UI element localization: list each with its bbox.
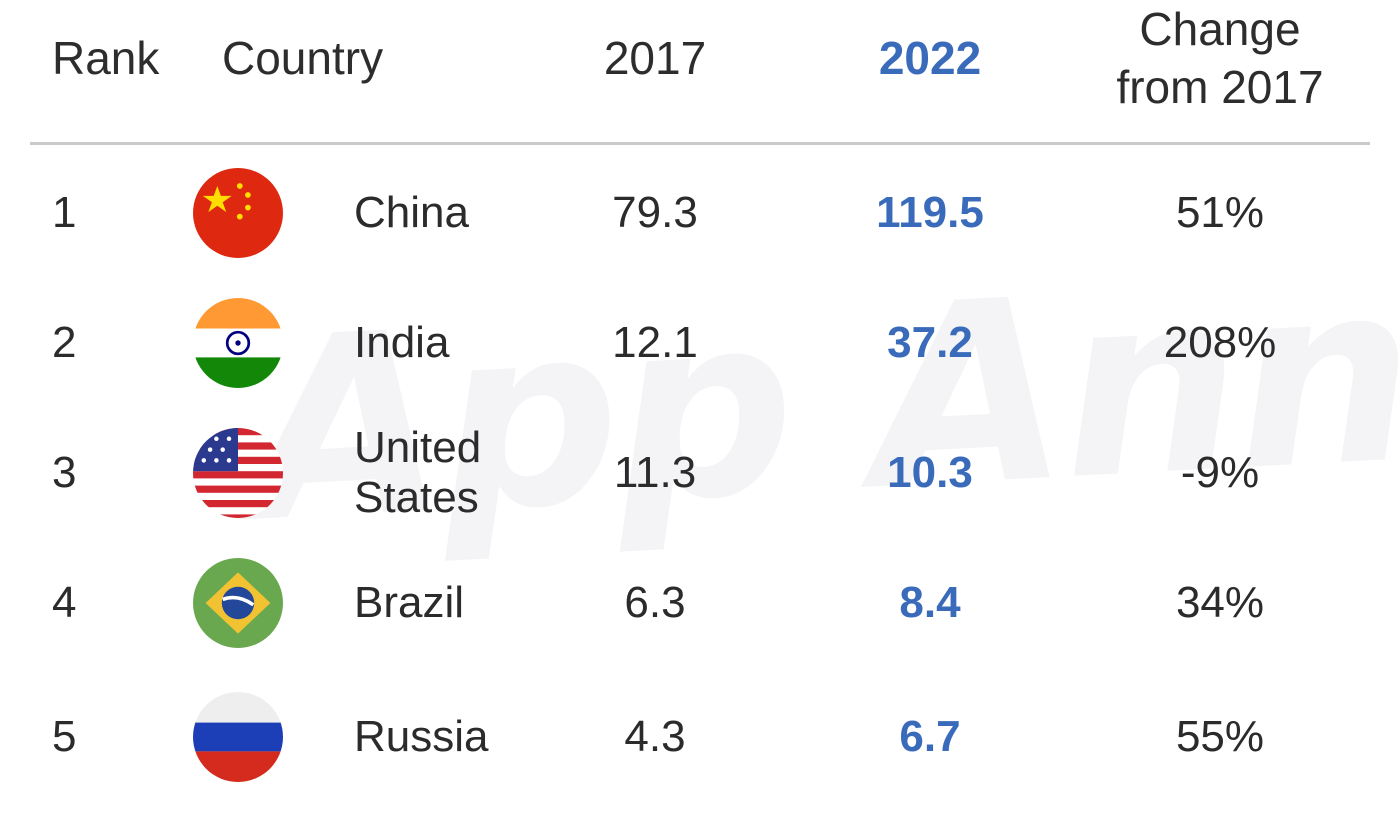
value-2022-cell: 10.3 bbox=[887, 448, 973, 497]
rank-cell: 4 bbox=[52, 578, 77, 627]
header-change: Change from 2017 bbox=[1090, 0, 1350, 116]
brazil-flag-icon bbox=[192, 538, 284, 668]
country-cell: India bbox=[354, 318, 450, 367]
header-country: Country bbox=[222, 32, 384, 84]
country-cell: China bbox=[354, 188, 469, 237]
value-2017-cell: 79.3 bbox=[612, 188, 698, 237]
value-2017-cell: 6.3 bbox=[624, 578, 686, 627]
rank-cell: 1 bbox=[52, 188, 77, 237]
value-2017-cell: 11.3 bbox=[613, 448, 697, 497]
russia-flag-icon bbox=[192, 672, 284, 802]
header-divider bbox=[30, 142, 1370, 145]
value-2022-cell: 37.2 bbox=[887, 318, 973, 367]
usa-flag-icon bbox=[192, 408, 284, 538]
value-2022-cell: 8.4 bbox=[899, 578, 961, 627]
country-line2: States bbox=[354, 473, 479, 522]
rank-cell: 2 bbox=[52, 318, 77, 367]
header-rank: Rank bbox=[52, 32, 160, 84]
china-flag-icon bbox=[192, 148, 284, 278]
rank-cell: 5 bbox=[52, 712, 77, 761]
country-cell: Brazil bbox=[354, 578, 465, 627]
india-flag-icon bbox=[192, 278, 284, 408]
header-2017: 2017 bbox=[603, 32, 707, 84]
country-line1: United bbox=[354, 423, 482, 472]
header-change-line2: from 2017 bbox=[1116, 61, 1324, 113]
value-2017-cell: 12.1 bbox=[612, 318, 698, 367]
change-cell: 34% bbox=[1175, 578, 1265, 627]
country-cell: Russia bbox=[354, 712, 489, 761]
table-row: 1 China 79.3 119.5 51% bbox=[0, 148, 1400, 278]
header-change-line1: Change bbox=[1139, 3, 1301, 55]
country-cell: United States bbox=[354, 408, 554, 538]
change-cell: 208% bbox=[1163, 318, 1277, 367]
table-row: 3 bbox=[0, 408, 1400, 538]
value-2022-cell: 119.5 bbox=[876, 188, 984, 237]
change-cell: 51% bbox=[1175, 188, 1265, 237]
value-2022-cell: 6.7 bbox=[899, 712, 961, 761]
change-cell: 55% bbox=[1175, 712, 1265, 761]
table-row: 5 Russia 4.3 6.7 55% bbox=[0, 672, 1400, 802]
table-row: 2 India 12.1 37.2 208% bbox=[0, 278, 1400, 408]
value-2017-cell: 4.3 bbox=[624, 712, 686, 761]
change-cell: -9% bbox=[1180, 448, 1260, 497]
header-2022: 2022 bbox=[878, 32, 982, 84]
table-row: 4 Brazil 6.3 8.4 34% bbox=[0, 538, 1400, 668]
rank-cell: 3 bbox=[52, 448, 77, 497]
